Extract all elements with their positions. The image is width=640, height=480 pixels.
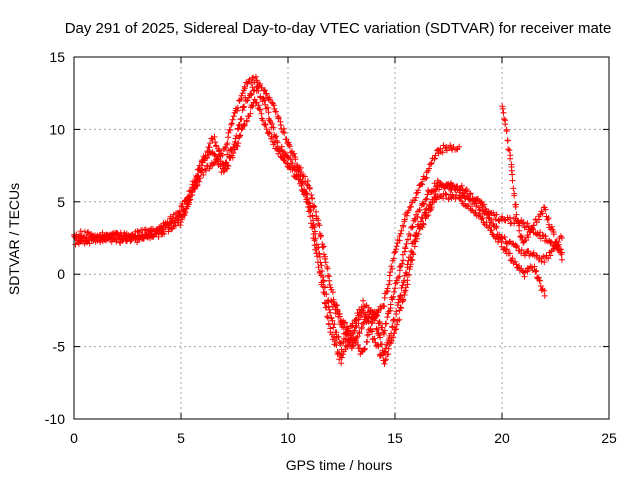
series-markers — [71, 73, 565, 352]
chart-title: Day 291 of 2025, Sidereal Day-to-day VTE… — [65, 20, 612, 37]
x-tick-label: 10 — [280, 430, 296, 446]
x-tick-label: 15 — [387, 430, 403, 446]
plot-frame — [73, 56, 610, 420]
series-track-1 — [71, 73, 565, 352]
x-axis-label: GPS time / hours — [286, 457, 393, 473]
y-tick-label: 10 — [49, 121, 65, 137]
series-track-4 — [328, 142, 463, 358]
x-tick-label: 20 — [494, 430, 510, 446]
grid — [74, 57, 609, 419]
x-tick-label: 25 — [601, 430, 617, 446]
y-tick-label: 0 — [57, 266, 65, 282]
x-tick-label: 5 — [177, 430, 185, 446]
x-tick-label: 0 — [70, 430, 78, 446]
y-tick-label: -10 — [45, 411, 65, 427]
series-markers — [328, 142, 463, 358]
series-track-5 — [499, 103, 565, 263]
series-markers — [499, 103, 565, 263]
y-tick-label: -5 — [53, 339, 66, 355]
y-tick-label: 15 — [49, 49, 65, 65]
y-tick-label: 5 — [57, 194, 65, 210]
series-markers — [72, 96, 548, 367]
y-axis-label: SDTVAR / TECUs — [6, 183, 22, 295]
data-points — [71, 73, 565, 367]
series-track-3 — [72, 96, 548, 367]
axis-ticks: 0 5 10 15 20 25 -10 -5 0 5 10 15 — [45, 49, 617, 446]
